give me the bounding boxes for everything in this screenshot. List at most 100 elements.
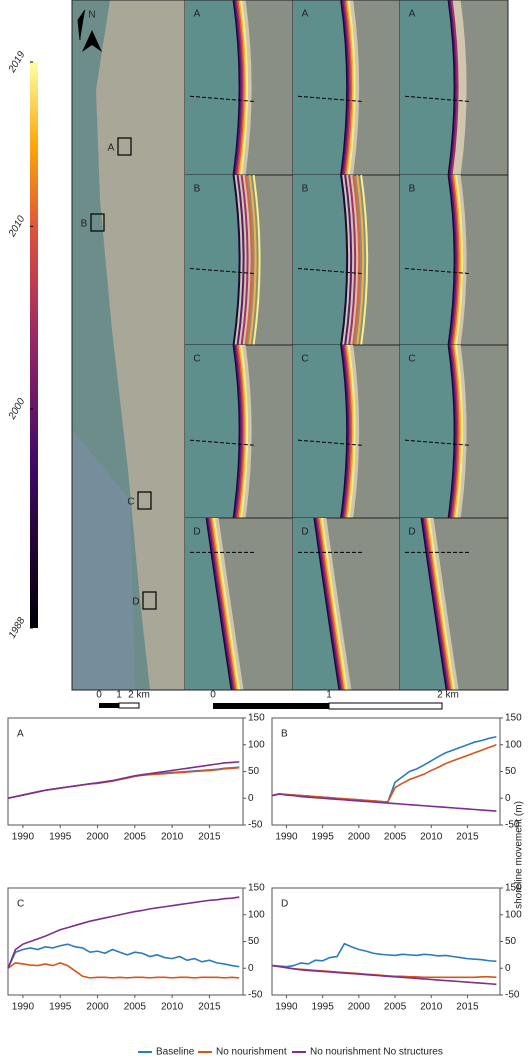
scale-label: 2 km (437, 690, 459, 701)
transect (189, 95, 256, 102)
panel-label: C (193, 354, 200, 365)
map-frame (71, 0, 509, 691)
y-tick-label: 50 (248, 936, 260, 947)
shoreline (425, 517, 453, 691)
shoreline (453, 174, 462, 346)
y-tick-label: -50 (505, 990, 520, 1001)
shoreline (449, 344, 458, 519)
overview-label: A (108, 143, 115, 154)
sea (400, 175, 455, 345)
x-tick-label: 1995 (312, 832, 335, 843)
scale-label: 2 km (128, 690, 150, 701)
y-tick-label: 50 (505, 936, 517, 947)
legend-label: No nourishment (216, 1047, 287, 1058)
shoreline (343, 344, 352, 519)
overview-label: D (132, 597, 139, 608)
shoreline (449, 0, 458, 176)
sea (293, 518, 340, 690)
series-line (7, 761, 240, 800)
shoreline (422, 517, 450, 691)
x-tick-label: 2010 (420, 1002, 443, 1013)
panel-label: A (302, 9, 309, 20)
shoreline (234, 0, 243, 176)
y-tick-label: 100 (248, 739, 265, 750)
land (96, 0, 185, 690)
shoreline (347, 344, 356, 519)
scale-bar (99, 703, 119, 708)
overview-box (90, 213, 105, 232)
y-tick-label: 0 (248, 963, 254, 974)
shoreline (346, 344, 355, 519)
north-label: N (88, 10, 95, 21)
panel-label: B (302, 184, 309, 195)
north-arrow (77, 9, 86, 41)
shoreline (240, 0, 249, 176)
chart-title: A (17, 729, 24, 740)
shoreline (314, 517, 342, 691)
x-tick-label: 1990 (12, 1002, 35, 1013)
x-tick-label: 2000 (348, 1002, 371, 1013)
shoreline (343, 0, 352, 176)
transect (189, 268, 256, 275)
series-line (271, 735, 497, 803)
scale-bar (118, 702, 140, 709)
shoreline (420, 517, 448, 691)
shoreline (340, 174, 349, 346)
transect (404, 95, 471, 102)
y-tick-label: 150 (248, 883, 265, 894)
shoreline (341, 344, 350, 519)
shoreline (428, 517, 456, 691)
x-tick-label: 1995 (49, 832, 72, 843)
overview-box (137, 491, 152, 510)
sea (293, 0, 348, 175)
series-line (7, 766, 240, 800)
shoreline (240, 174, 249, 346)
y-tick-label: -50 (248, 820, 263, 831)
x-tick-label: 2015 (198, 1002, 221, 1013)
y-tick-label: 50 (248, 766, 260, 777)
shoreline (423, 517, 451, 691)
panel-label: B (194, 184, 201, 195)
shoreline (317, 517, 345, 691)
series-line (271, 942, 497, 968)
series-line (271, 793, 497, 812)
shoreline (232, 174, 241, 346)
x-tick-label: 2010 (161, 832, 184, 843)
y-tick-label: 150 (248, 713, 265, 724)
y-tick-label: 0 (505, 963, 511, 974)
axes-frame (7, 717, 244, 826)
bay (72, 430, 135, 690)
shoreline (347, 0, 356, 176)
shoreline (316, 517, 344, 691)
shoreline (447, 344, 456, 519)
shoreline (340, 0, 349, 176)
shoreline (320, 517, 348, 691)
axes-frame (271, 887, 501, 996)
transect (297, 268, 363, 275)
north-arrow (82, 30, 102, 52)
colorbar (30, 62, 38, 628)
overview-label: C (127, 497, 134, 508)
x-tick-label: 2010 (420, 832, 443, 843)
y-axis-label: shoreline movement (m) (514, 801, 525, 909)
shoreline (237, 344, 246, 519)
sea (185, 0, 240, 175)
shoreline (452, 344, 461, 519)
y-tick-label: 50 (505, 766, 517, 777)
shoreline (237, 0, 246, 176)
y-tick-label: 0 (505, 793, 511, 804)
series-line (7, 766, 240, 800)
x-tick-label: 1990 (12, 832, 35, 843)
panel-label: A (409, 9, 416, 20)
y-tick-label: -50 (505, 820, 520, 831)
scale-label: 0 (210, 690, 216, 701)
shoreline (235, 344, 244, 519)
shoreline (450, 174, 459, 346)
shoreline (213, 517, 241, 691)
scale-bar (213, 703, 329, 709)
x-tick-label: 1995 (49, 1002, 72, 1013)
x-tick-label: 1990 (275, 1002, 298, 1013)
shoreline (453, 344, 462, 519)
y-tick-label: 150 (505, 713, 522, 724)
